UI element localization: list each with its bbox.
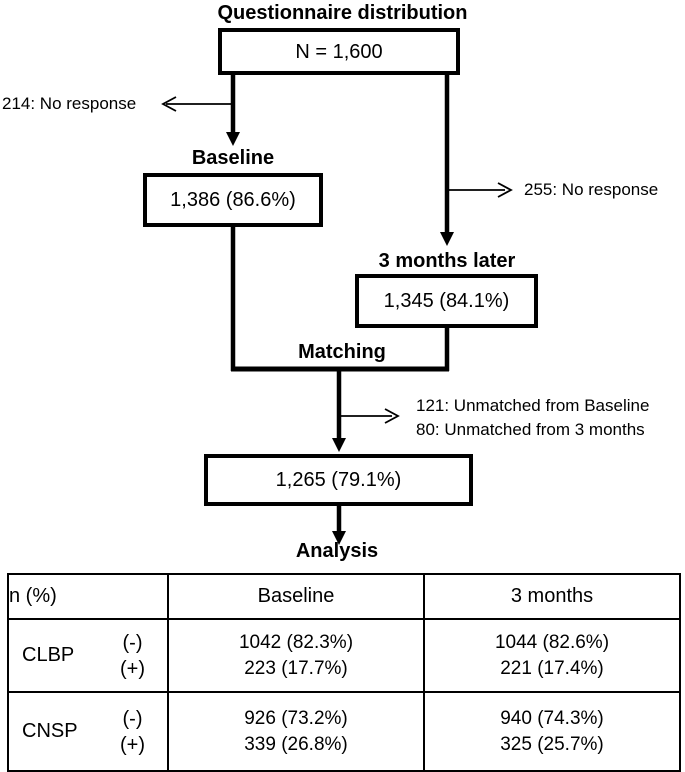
clbp-group-cell: CLBP (-) (+)	[7, 618, 169, 693]
table-header-row: n (%) Baseline 3 months	[7, 573, 681, 620]
arrowhead-no-response-right-icon	[497, 182, 513, 198]
box-three-months-value: 1,345 (84.1%)	[383, 290, 510, 312]
box-baseline-value: 1,386 (86.6%)	[170, 189, 296, 211]
clbp-group-label: CLBP	[22, 644, 75, 666]
table-row-cnsp: CNSP (-) (+) 926 (73.2%) 339 (26.8%) 940…	[7, 691, 681, 772]
arrowhead-unmatched-icon	[384, 408, 400, 424]
cnsp-sign-positive: (+)	[120, 733, 145, 756]
cnsp-baseline-positive: 339 (26.8%)	[244, 733, 348, 755]
label-three-months: 3 months later	[378, 250, 516, 272]
cnsp-baseline-negative: 926 (73.2%)	[244, 707, 348, 729]
box-total-value: N = 1,600	[295, 40, 383, 63]
figure-title: Questionnaire distribution	[217, 2, 468, 24]
box-matched: 1,265 (79.1%)	[204, 454, 473, 506]
arrowhead-no-response-left-icon	[161, 96, 177, 112]
annotation-unmatched-baseline: 121: Unmatched from Baseline	[416, 396, 650, 415]
table-row-clbp: CLBP (-) (+) 1042 (82.3%) 223 (17.7%) 10…	[7, 618, 681, 693]
cnsp-group-cell: CNSP (-) (+)	[7, 691, 169, 772]
box-total: N = 1,600	[218, 28, 460, 75]
clbp-three-months-cell: 1044 (82.6%) 221 (17.4%)	[423, 618, 681, 693]
arrowhead-three-months	[440, 232, 454, 246]
clbp-baseline-negative: 1042 (82.3%)	[238, 631, 354, 653]
clbp-baseline-cell: 1042 (82.3%) 223 (17.7%)	[167, 618, 425, 693]
cnsp-three-months-positive: 325 (25.7%)	[500, 733, 604, 755]
label-analysis: Analysis	[295, 540, 379, 562]
cnsp-signs: (-) (+)	[120, 706, 145, 758]
table-header-n-pct: n (%)	[7, 573, 169, 620]
annotation-unmatched-three-months: 80: Unmatched from 3 months	[416, 420, 645, 439]
label-baseline: Baseline	[191, 147, 275, 169]
clbp-sign-negative: (-)	[122, 631, 143, 654]
arrowhead-baseline	[226, 132, 240, 146]
cnsp-group-label: CNSP	[22, 720, 78, 742]
box-baseline: 1,386 (86.6%)	[143, 173, 323, 227]
table-header-baseline: Baseline	[167, 573, 425, 620]
cnsp-three-months-cell: 940 (74.3%) 325 (25.7%)	[423, 691, 681, 772]
box-three-months: 1,345 (84.1%)	[355, 274, 538, 328]
clbp-three-months-negative: 1044 (82.6%)	[494, 631, 610, 653]
label-matching: Matching	[298, 341, 386, 363]
clbp-sign-positive: (+)	[120, 657, 145, 680]
cnsp-three-months-negative: 940 (74.3%)	[500, 707, 604, 729]
arrowhead-analysis	[332, 531, 346, 545]
cnsp-sign-negative: (-)	[122, 707, 143, 730]
table-header-three-months: 3 months	[423, 573, 681, 620]
clbp-baseline-positive: 223 (17.7%)	[244, 657, 348, 679]
clbp-signs: (-) (+)	[120, 630, 145, 682]
annotation-no-response-baseline: 214: No response	[2, 94, 137, 113]
cnsp-baseline-cell: 926 (73.2%) 339 (26.8%)	[167, 691, 425, 772]
annotation-no-response-three-months: 255: No response	[524, 180, 659, 199]
box-matched-value: 1,265 (79.1%)	[275, 469, 402, 491]
arrowhead-matched	[332, 438, 346, 452]
analysis-table: n (%) Baseline 3 months CLBP (-) (+) 104…	[7, 573, 681, 772]
clbp-three-months-positive: 221 (17.4%)	[500, 657, 604, 679]
